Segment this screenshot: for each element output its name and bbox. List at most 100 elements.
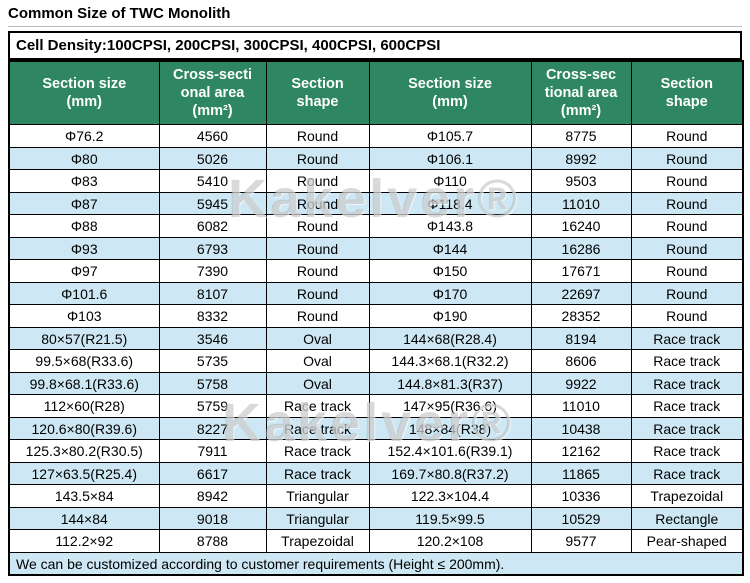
- table-row: 127×63.5(R25.4) 6617 Race track 169.7×80.8(…: [8, 461, 744, 486]
- table-cell: 10438: [530, 416, 632, 441]
- table-cell: Round: [265, 259, 370, 283]
- table-row: 99.5×68(R33.6) 5735 Oval 144.3×68.1(R32.2) 8…: [8, 349, 744, 373]
- table-row: Φ101.6 8107 Round Φ170 22697 Round: [8, 281, 744, 306]
- table-row: 112×60(R28) 5759 Race track 147×95(R36.6) 11…: [8, 394, 744, 418]
- table-cell: Round: [630, 191, 744, 216]
- table-cell: Round: [265, 281, 370, 306]
- table-cell: 8942: [158, 484, 267, 508]
- table-cell: Round: [630, 214, 744, 238]
- table-cell: 144×68(R28.4): [368, 326, 532, 351]
- table-cell: Race track: [630, 371, 744, 396]
- table-cell: 5945: [158, 191, 267, 216]
- table-cell: Φ170: [368, 281, 532, 306]
- table-cell: Round: [630, 146, 744, 171]
- column-header-section-shape-right: Section shape: [630, 60, 744, 126]
- table-cell: Round: [265, 124, 370, 148]
- table-cell: Oval: [265, 349, 370, 373]
- table-cell: Φ93: [8, 236, 160, 261]
- table-cell: 8107: [158, 281, 267, 306]
- table-cell: Φ101.6: [8, 281, 160, 306]
- table-cell: Round: [630, 236, 744, 261]
- table-cell: 11010: [530, 394, 632, 418]
- table-cell: 169.7×80.8(R37.2): [368, 461, 532, 486]
- table-cell: 5410: [158, 169, 267, 193]
- table-cell: 10336: [530, 484, 632, 508]
- table-cell: Trapezoidal: [265, 529, 370, 553]
- table-cell: Round: [265, 146, 370, 171]
- table-cell: 99.8×68.1(R33.6): [8, 371, 160, 396]
- table-cell: Round: [630, 281, 744, 306]
- table-cell: Race track: [630, 394, 744, 418]
- table-cell: 6617: [158, 461, 267, 486]
- table-cell: 11865: [530, 461, 632, 486]
- table-header: Section size (mm) Cross-secti onal area …: [8, 60, 744, 126]
- table-cell: 125.3×80.2(R30.5): [8, 439, 160, 463]
- table-cell: 4560: [158, 124, 267, 148]
- table-cell: Φ144: [368, 236, 532, 261]
- table-cell: Φ97: [8, 259, 160, 283]
- table-cell: 3546: [158, 326, 267, 351]
- table-cell: Race track: [265, 461, 370, 486]
- column-header-cross-sectional-area-right: Cross-sec tional area (mm²): [530, 60, 632, 126]
- page-title: Common Size of TWC Monolith: [8, 0, 742, 27]
- table-cell: 5026: [158, 146, 267, 171]
- table-row: 99.8×68.1(R33.6) 5758 Oval 144.8×81.3(R37) 9…: [8, 371, 744, 396]
- table-cell: Pear-shaped: [630, 529, 744, 553]
- table-cell: Oval: [265, 326, 370, 351]
- table-cell: Φ103: [8, 304, 160, 328]
- table-cell: 120.2×108: [368, 529, 532, 553]
- table-cell: 144×84: [8, 506, 160, 531]
- table-cell: Round: [265, 304, 370, 328]
- table-cell: 16286: [530, 236, 632, 261]
- table-cell: 7911: [158, 439, 267, 463]
- table-cell: Φ106.1: [368, 146, 532, 171]
- table-cell: 8194: [530, 326, 632, 351]
- size-table: Section size (mm) Cross-secti onal area …: [8, 60, 744, 577]
- table-cell: 119.5×99.5: [368, 506, 532, 531]
- header-row: Section size (mm) Cross-secti onal area …: [8, 60, 744, 126]
- table-cell: 9922: [530, 371, 632, 396]
- table-cell: 28352: [530, 304, 632, 328]
- table-cell: Triangular: [265, 506, 370, 531]
- table-cell: 8992: [530, 146, 632, 171]
- table-cell: Φ190: [368, 304, 532, 328]
- table-body: Φ76.2 4560 Round Φ105.7 8775 Round Φ80 5026 Roun…: [8, 124, 744, 553]
- table-cell: Φ150: [368, 259, 532, 283]
- table-row: 80×57(R21.5) 3546 Oval 144×68(R28.4) 8194 Rac…: [8, 326, 744, 351]
- table-cell: Race track: [630, 461, 744, 486]
- table-cell: 6793: [158, 236, 267, 261]
- table-cell: Oval: [265, 371, 370, 396]
- table-cell: 144.3×68.1(R32.2): [368, 349, 532, 373]
- table-cell: 9018: [158, 506, 267, 531]
- cell-density-banner: Cell Density:100CPSI, 200CPSI, 300CPSI, …: [8, 31, 742, 60]
- table-cell: Round: [630, 304, 744, 328]
- table-cell: Φ76.2: [8, 124, 160, 148]
- table-cell: 143.5×84: [8, 484, 160, 508]
- table-cell: 147×95(R36.6): [368, 394, 532, 418]
- table-cell: Φ118.4: [368, 191, 532, 216]
- table-cell: 8606: [530, 349, 632, 373]
- table-row: Φ103 8332 Round Φ190 28352 Round: [8, 304, 744, 328]
- column-header-cross-sectional-area-left: Cross-secti onal area (mm²): [158, 60, 267, 126]
- table-cell: Race track: [630, 349, 744, 373]
- table-cell: Φ110: [368, 169, 532, 193]
- table-cell: Race track: [630, 439, 744, 463]
- table-row: 144×84 9018 Triangular 119.5×99.5 10529 Recta…: [8, 506, 744, 531]
- table-cell: Round: [265, 214, 370, 238]
- table-cell: Φ105.7: [368, 124, 532, 148]
- table-row: 112.2×92 8788 Trapezoidal 120.2×108 9577 Pear…: [8, 529, 744, 553]
- table-cell: Race track: [265, 439, 370, 463]
- table-row: Φ76.2 4560 Round Φ105.7 8775 Round: [8, 124, 744, 148]
- table-cell: 8788: [158, 529, 267, 553]
- table-cell: Φ83: [8, 169, 160, 193]
- table-cell: Race track: [630, 416, 744, 441]
- table-cell: Φ87: [8, 191, 160, 216]
- table-row: 143.5×84 8942 Triangular 122.3×104.4 10336 Tr…: [8, 484, 744, 508]
- table-row: Φ80 5026 Round Φ106.1 8992 Round: [8, 146, 744, 171]
- table-cell: 5759: [158, 394, 267, 418]
- table-cell: Trapezoidal: [630, 484, 744, 508]
- table-row: 125.3×80.2(R30.5) 7911 Race track 152.4×101…: [8, 439, 744, 463]
- table-footer: We can be customized according to custom…: [8, 551, 744, 576]
- table-cell: 122.3×104.4: [368, 484, 532, 508]
- column-header-section-size-left: Section size (mm): [8, 60, 160, 126]
